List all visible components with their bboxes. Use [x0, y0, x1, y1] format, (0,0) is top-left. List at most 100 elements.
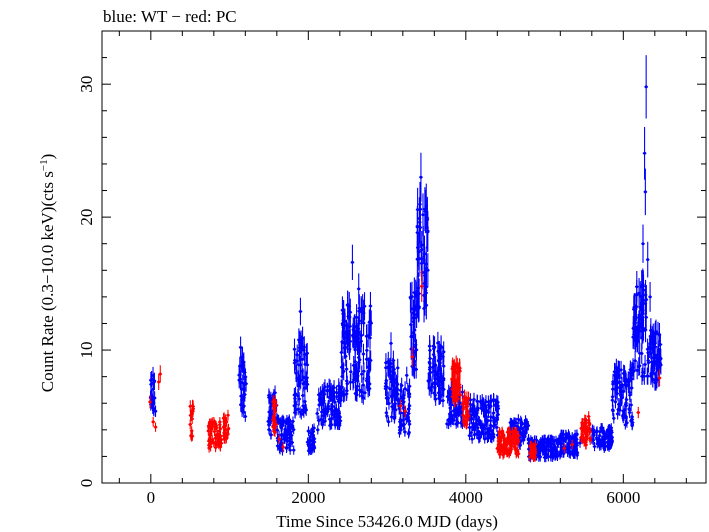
wt-data-point — [358, 330, 362, 354]
wt-data-point — [295, 344, 300, 366]
wt-data-point — [267, 425, 272, 435]
wt-data-point — [649, 364, 653, 383]
wt-data-point — [384, 353, 388, 373]
wt-data-point — [362, 292, 367, 321]
pc-data-point — [505, 447, 510, 458]
wt-data-point — [284, 442, 289, 453]
wt-data-point — [304, 343, 309, 365]
wt-data-point — [308, 435, 312, 445]
wt-data-point — [441, 341, 446, 363]
wt-data-point — [648, 281, 652, 312]
wt-data-point — [348, 313, 352, 339]
wt-data-point — [336, 415, 341, 426]
wt-data-point — [654, 319, 658, 344]
wt-data-point — [478, 419, 483, 429]
wt-data-point — [308, 428, 313, 439]
wt-data-point — [298, 297, 303, 326]
wt-data-point — [542, 441, 547, 451]
wt-data-point — [153, 405, 158, 417]
wt-data-point — [311, 426, 316, 437]
wt-data-point — [457, 405, 461, 417]
wt-data-point — [304, 404, 308, 416]
wt-data-point — [430, 376, 434, 393]
wt-data-point — [345, 383, 349, 399]
wt-data-point — [637, 312, 641, 338]
wt-data-point — [408, 283, 413, 313]
wt-data-point — [361, 310, 366, 336]
pc-data-point — [581, 423, 585, 433]
wt-data-point — [423, 187, 427, 232]
y-axis-label-superscript: −1 — [38, 159, 50, 171]
wt-data-point — [411, 358, 415, 377]
wt-data-point — [644, 55, 648, 119]
wt-data-point — [610, 393, 615, 407]
pc-data-point — [582, 437, 586, 447]
wt-data-point — [433, 388, 438, 403]
pc-data-point — [217, 420, 222, 430]
wt-data-point — [654, 353, 659, 373]
wt-data-point — [620, 410, 625, 422]
wt-data-point — [545, 436, 550, 447]
wt-data-point — [628, 388, 632, 403]
pc-data-point — [153, 422, 158, 432]
wt-data-point — [522, 432, 526, 442]
pc-data-point — [513, 442, 517, 452]
y-tick-label: 10 — [77, 342, 96, 359]
wt-data-point — [287, 423, 291, 433]
wt-data-point — [414, 360, 418, 379]
wt-data-point — [451, 404, 456, 417]
wt-data-point — [656, 321, 660, 346]
wt-data-point — [365, 370, 369, 387]
wt-data-point — [611, 405, 615, 417]
x-axis-label: Time Since 53426.0 MJD (days) — [276, 512, 498, 531]
wt-data-point — [523, 417, 528, 428]
wt-data-point — [417, 197, 422, 240]
wt-data-point — [519, 418, 523, 428]
pc-data-point — [419, 270, 424, 302]
wt-data-point — [607, 427, 611, 438]
wt-data-point — [447, 414, 451, 425]
wt-data-point — [350, 244, 355, 280]
wt-data-point — [343, 332, 348, 355]
wt-data-point — [340, 386, 344, 401]
wt-data-point — [641, 319, 645, 344]
y-axis-label: Count Rate (0.3−10.0 keV)(cts s−1) — [38, 154, 57, 393]
wt-data-point — [607, 440, 612, 451]
wt-data-point — [315, 425, 320, 435]
wt-data-point — [312, 442, 317, 452]
wt-data-point — [333, 418, 338, 429]
pc-data-point — [410, 346, 415, 367]
wt-data-point — [389, 389, 394, 404]
wt-data-point — [294, 364, 298, 382]
wt-data-point — [478, 432, 482, 443]
y-axis-label-main: Count Rate (0.3−10.0 keV)(cts s — [38, 171, 57, 392]
wt-data-point — [362, 362, 366, 381]
x-tick-label: 0 — [147, 488, 156, 507]
wt-data-point — [278, 445, 282, 455]
wt-data-point — [303, 373, 307, 391]
wt-data-point — [578, 438, 582, 448]
wt-data-point — [467, 422, 472, 433]
wt-data-point — [476, 427, 481, 437]
wt-data-point — [293, 391, 297, 406]
pc-data-point — [464, 401, 468, 414]
pc-data-point — [223, 425, 228, 435]
wt-data-point — [595, 434, 599, 445]
pc-data-point — [587, 418, 592, 428]
wt-data-point — [243, 411, 248, 422]
wt-data-point — [627, 373, 632, 390]
wt-data-point — [392, 411, 397, 423]
pc-data-point — [497, 433, 501, 443]
wt-data-point — [642, 126, 647, 180]
wt-data-point — [412, 317, 417, 343]
wt-data-point — [469, 414, 474, 425]
wt-data-point — [484, 395, 488, 409]
wt-data-point — [425, 210, 430, 252]
wt-data-point — [240, 402, 244, 415]
wt-data-point — [354, 325, 359, 349]
wt-data-point — [404, 366, 409, 384]
wt-data-point — [524, 423, 529, 433]
wt-data-point — [334, 403, 339, 416]
wt-data-point — [303, 394, 307, 408]
wt-data-point — [639, 296, 644, 325]
